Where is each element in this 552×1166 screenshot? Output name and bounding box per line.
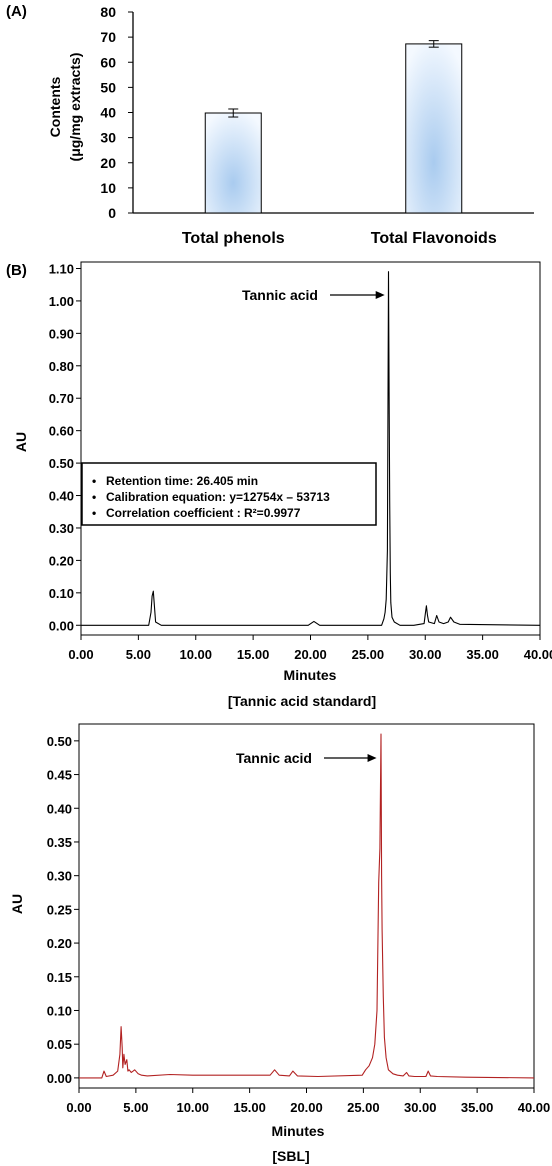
x-tick-label: 35.00: [461, 1100, 494, 1115]
y-axis-title-line2: (μg/mg extracts): [67, 53, 83, 162]
annotation-arrowhead: [375, 291, 385, 299]
y-tick-label: 0.70: [49, 391, 74, 406]
peak-annotation-label: Tannic acid: [236, 750, 312, 766]
y-tick-label: 0.30: [49, 521, 74, 536]
x-tick-label: 20.00: [290, 1100, 323, 1115]
chromatogram-sbl: AU 0.00 0.05 0.10 0.15 0.20 0.25 0.30 0.35 0.40 0…: [9, 723, 551, 1164]
chromatogram-trace: [79, 733, 535, 1079]
chromatogram-tannic-acid-standard: (B) AU 0.00 0.10 0.20 0.30 0.40 0.50 0.60 0.70 0…: [6, 261, 552, 709]
bullet: •: [92, 474, 96, 488]
y-tick-label: 0.00: [49, 618, 74, 633]
plot-frame: [78, 723, 535, 1089]
x-tick-label: 25.00: [352, 647, 385, 662]
y-tick-label: 30: [100, 130, 116, 146]
y-axis-title: AU: [13, 432, 29, 452]
x-tick-label: 0.00: [68, 647, 93, 662]
category-label: Total Flavonoids: [371, 230, 497, 247]
x-tick-label: 5.00: [126, 647, 151, 662]
bar: [405, 43, 463, 214]
y-tick-label: 0.40: [47, 801, 72, 816]
y-tick-label: 0.50: [47, 734, 72, 749]
plot-frame: [80, 261, 541, 636]
y-axis-title: AU: [9, 894, 25, 914]
x-tick-label: 40.00: [524, 647, 552, 662]
x-tick-label: 15.00: [233, 1100, 266, 1115]
chromatogram-trace: [81, 271, 541, 626]
y-tick-label: 0.90: [49, 326, 74, 341]
y-tick-label: 0.25: [47, 902, 72, 917]
x-tick-label: 25.00: [347, 1100, 380, 1115]
y-tick-label: 0.20: [47, 936, 72, 951]
chart-caption: [SBL]: [272, 1148, 309, 1164]
retention-time-note: Retention time: 26.405 min: [106, 474, 258, 488]
y-tick-label: 0.10: [49, 586, 74, 601]
panel-label-b: (B): [6, 262, 27, 279]
x-tick-label: 5.00: [123, 1100, 148, 1115]
y-tick-label: 1.10: [49, 261, 74, 276]
y-tick-label: 0.10: [47, 1003, 72, 1018]
y-tick-label: 0.60: [49, 424, 74, 439]
correlation-coefficient-note: Correlation coefficient : R²=0.9977: [106, 506, 301, 520]
y-tick-label: 40: [100, 105, 116, 121]
x-tick-label: 30.00: [409, 647, 442, 662]
y-tick-label: 0.45: [47, 768, 72, 783]
peak-annotation-label: Tannic acid: [242, 287, 318, 303]
x-tick-label: 20.00: [294, 647, 327, 662]
category-label: Total phenols: [182, 230, 285, 247]
panel-label-a: (A): [6, 3, 27, 20]
y-tick-label: 0.30: [47, 869, 72, 884]
bullet: •: [92, 506, 96, 520]
x-tick-label: 0.00: [66, 1100, 91, 1115]
y-tick-label: 0.15: [47, 970, 72, 985]
bar: [204, 112, 262, 214]
y-tick-label: 0.35: [47, 835, 72, 850]
y-tick-label: 80: [100, 4, 116, 20]
x-tick-label: 40.00: [518, 1100, 551, 1115]
x-tick-label: 10.00: [179, 647, 212, 662]
info-box: • • • Retention time: 26.405 min Calibra…: [81, 462, 377, 526]
annotation-arrowhead: [367, 754, 377, 762]
chart-caption: [Tannic acid standard]: [228, 693, 376, 709]
y-tick-label: 0.50: [49, 456, 74, 471]
y-tick-label: 1.00: [49, 294, 74, 309]
y-tick-label: 0.20: [49, 553, 74, 568]
x-axis-title: Minutes: [284, 667, 337, 683]
y-tick-label: 60: [100, 54, 116, 70]
bullet: •: [92, 490, 96, 504]
x-tick-label: 15.00: [237, 647, 270, 662]
y-tick-label: 0.05: [47, 1037, 72, 1052]
y-tick-label: 70: [100, 29, 116, 45]
x-tick-label: 10.00: [176, 1100, 209, 1115]
y-tick-label: 50: [100, 79, 116, 95]
bar-chart-panel-a: (A) Contents (μg/mg extracts) 0 10 20 30 40 5…: [6, 3, 534, 247]
y-tick-label: 0.80: [49, 359, 74, 374]
y-tick-label: 10: [100, 180, 116, 196]
y-tick-label: 0.40: [49, 489, 74, 504]
calibration-equation-note: Calibration equation: y=12754x – 53713: [106, 490, 330, 504]
y-axis-title-line1: Contents: [47, 76, 63, 137]
y-tick-label: 20: [100, 155, 116, 171]
x-tick-label: 35.00: [466, 647, 499, 662]
x-tick-label: 30.00: [404, 1100, 437, 1115]
x-axis-title: Minutes: [272, 1123, 325, 1139]
y-tick-label: 0: [108, 205, 116, 221]
y-tick-label: 0.00: [47, 1071, 72, 1086]
